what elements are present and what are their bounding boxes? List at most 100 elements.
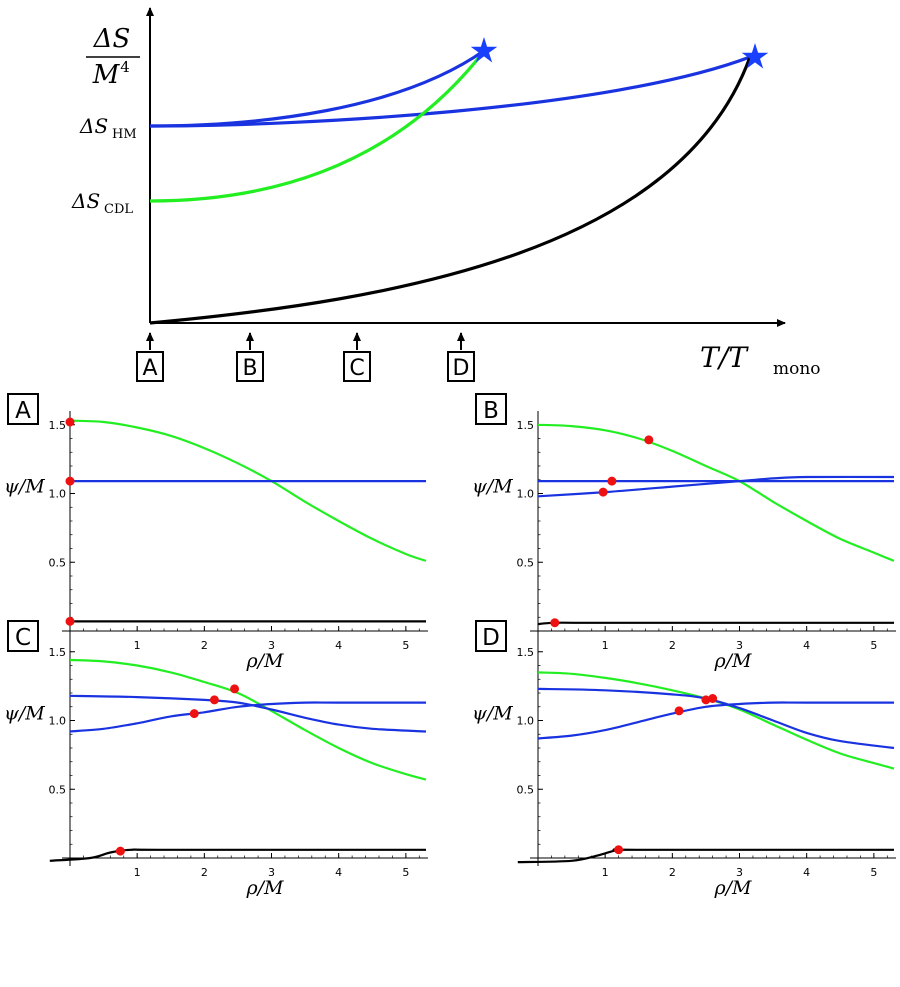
star-endpoint-1: [470, 37, 498, 63]
svg-text:D: D: [453, 356, 470, 381]
y-tick-label: 1.0: [49, 715, 67, 728]
x-axis-label: ρ/M: [245, 650, 284, 672]
svg-text:HM: HM: [112, 127, 137, 142]
panel-label-d: D: [482, 625, 500, 651]
y-tick-label: 0.5: [517, 556, 535, 569]
series-line-0: [537, 671, 895, 770]
data-point-1: [65, 476, 75, 486]
main-y-label-numerator: ΔS: [93, 24, 131, 54]
y-tick-label: 1.5: [49, 419, 67, 432]
series-line-0: [69, 419, 427, 562]
panel-label-box: [7, 620, 39, 652]
svg-text:T: T: [700, 341, 721, 374]
x-tick-label: 4: [335, 866, 342, 879]
y-tick-label: 1.5: [49, 646, 67, 659]
svg-text:/T: /T: [716, 341, 749, 374]
x-tick-label: 3: [268, 866, 275, 879]
main-y-label: ΔS M 4: [86, 24, 140, 90]
series-line-2: [537, 701, 894, 740]
svg-text:CDL: CDL: [104, 202, 133, 217]
svg-text:C: C: [349, 356, 364, 381]
series-line-0: [537, 423, 895, 562]
data-point-0: [230, 684, 240, 694]
main-x-label: T /T mono: [700, 341, 821, 379]
x-tick-label: 5: [402, 639, 409, 652]
x-tick-label: 5: [402, 866, 409, 879]
data-point-3: [115, 846, 125, 856]
svg-text:mono: mono: [773, 359, 821, 379]
svg-text:ΔS: ΔS: [71, 189, 100, 213]
marker-c: C: [343, 332, 371, 382]
marker-b: B: [236, 332, 264, 382]
x-tick-label: 1: [134, 866, 141, 879]
data-point-0: [708, 694, 718, 703]
y-tick-label: 1.0: [49, 488, 67, 501]
series-line-3: [49, 848, 426, 862]
tick-label-delta-s-hm: ΔS HM: [79, 114, 137, 142]
panel-label-c: C: [15, 625, 31, 651]
y-axis-label: ψ/M: [472, 703, 513, 725]
data-point-3: [550, 618, 560, 628]
x-tick-label: 5: [870, 866, 877, 879]
y-axis-label: ψ/M: [4, 703, 45, 725]
svg-text:A: A: [142, 356, 157, 381]
x-tick-label: 1: [134, 639, 141, 652]
star-endpoint-2: [741, 43, 769, 69]
main-phase-plot: ΔS M 4 ΔS HM ΔS CDL T /T mono: [71, 7, 821, 382]
tick-label-delta-s-cdl: ΔS CDL: [71, 189, 133, 217]
x-axis-label: ρ/M: [713, 650, 752, 672]
data-point-2: [189, 709, 199, 719]
svg-text:ΔS: ΔS: [79, 114, 108, 138]
main-curve-blue-lower: [149, 55, 751, 128]
x-tick-label: 2: [669, 866, 676, 879]
series-line-2: [537, 475, 895, 498]
y-tick-label: 1.5: [517, 646, 535, 659]
series-line-3: [517, 848, 894, 864]
x-tick-label: 4: [803, 639, 810, 652]
data-point-3: [614, 845, 624, 855]
main-curve-black: [149, 56, 752, 325]
x-tick-label: 5: [870, 639, 877, 652]
panel-label-box: [7, 393, 39, 425]
panel-c: 1.5 1.0 0.5 1 2 3 4 5 ψ/M ρ/M C: [4, 620, 428, 899]
svg-text:B: B: [242, 356, 257, 381]
x-axis-label: ρ/M: [245, 877, 284, 899]
y-axis-label: ψ/M: [472, 476, 513, 498]
data-point-0: [644, 435, 654, 445]
x-axis-label: ρ/M: [713, 877, 752, 899]
x-tick-label: 2: [669, 639, 676, 652]
data-point-0: [65, 417, 75, 427]
panel-a: 1.5 1.0 0.5 1 2 3 4 5 ψ/M ρ/M A: [4, 393, 428, 672]
x-tick-label: 3: [736, 866, 743, 879]
data-point-2: [598, 487, 608, 497]
x-tick-label: 4: [803, 866, 810, 879]
y-tick-label: 0.5: [517, 783, 535, 796]
data-point-1: [209, 695, 219, 705]
y-axis-label: ψ/M: [4, 476, 45, 498]
data-point-2: [674, 706, 684, 716]
panel-label-a: A: [15, 398, 31, 424]
y-tick-label: 1.0: [517, 715, 535, 728]
series-line-0: [69, 658, 427, 781]
marker-d: D: [447, 332, 475, 382]
data-point-1: [607, 476, 617, 486]
x-tick-label: 1: [602, 866, 609, 879]
main-y-label-denominator: M: [92, 60, 121, 90]
main-curve-green: [149, 49, 487, 203]
panel-label-box: [475, 393, 507, 425]
series-line-2: [69, 701, 426, 733]
panel-label-box: [475, 620, 507, 652]
y-tick-label: 0.5: [49, 556, 67, 569]
series-line-1: [69, 694, 427, 733]
series-line-3: [537, 621, 894, 626]
data-point-1: [701, 695, 711, 705]
x-tick-label: 3: [268, 639, 275, 652]
y-tick-label: 1.5: [517, 419, 535, 432]
panel-d: 1.5 1.0 0.5 1 2 3 4 5 ψ/M ρ/M D: [472, 620, 896, 899]
x-tick-label: 3: [736, 639, 743, 652]
x-tick-label: 2: [201, 639, 208, 652]
series-line-1: [537, 687, 895, 750]
x-tick-label: 2: [201, 866, 208, 879]
main-y-label-exponent: 4: [120, 58, 130, 76]
